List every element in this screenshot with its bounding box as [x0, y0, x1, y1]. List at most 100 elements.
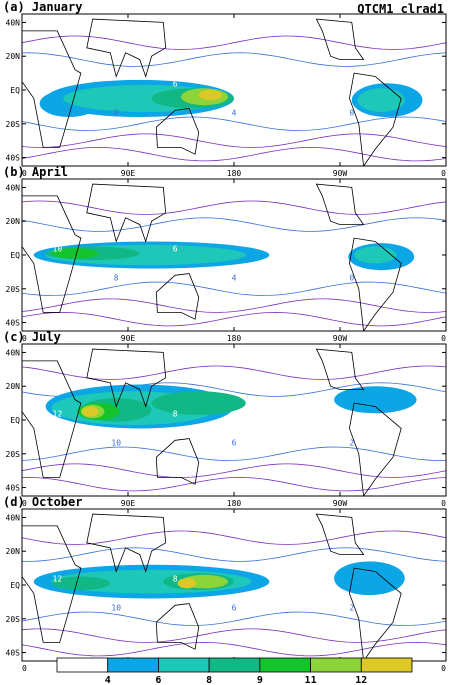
- y-tick-label: 20S: [6, 285, 21, 294]
- contour-label: 4: [232, 273, 237, 282]
- contour-label: 0: [349, 273, 354, 282]
- contour-label: 12: [53, 575, 63, 584]
- y-tick-label: 20S: [6, 450, 21, 459]
- y-tick-label: 40S: [6, 154, 21, 163]
- colorbar-swatch: [208, 657, 261, 673]
- y-tick-label: 40N: [6, 183, 21, 192]
- contour-label: 2: [349, 438, 354, 447]
- y-tick-label: 40S: [6, 649, 21, 658]
- contour-line: [22, 311, 446, 327]
- x-tick-label: 90W: [333, 334, 348, 343]
- colorbar-swatch: [259, 657, 311, 673]
- land-outline: [348, 402, 402, 496]
- land-outline: [22, 525, 82, 643]
- x-tick-label: 0: [441, 499, 446, 508]
- contour-line: [22, 628, 446, 643]
- x-tick-label: 90W: [333, 169, 348, 178]
- land-outline: [348, 72, 402, 166]
- precip-region: [354, 246, 397, 264]
- precip-region: [151, 391, 246, 415]
- x-tick-label: 0: [441, 169, 446, 178]
- precip-region: [334, 561, 405, 596]
- precip-region: [177, 578, 197, 589]
- y-tick-label: EQ: [10, 581, 20, 590]
- contour-label: 12: [53, 410, 63, 419]
- precip-region: [357, 88, 405, 112]
- x-tick-label: 180: [227, 499, 242, 508]
- contour-label: 8: [114, 273, 119, 282]
- land-outline: [315, 513, 365, 555]
- land-outline: [315, 18, 365, 60]
- colorbar-label: 11: [305, 675, 317, 685]
- x-tick-label: 0: [22, 169, 27, 178]
- contour-line: [22, 547, 446, 562]
- panel-title: (d) October: [3, 495, 82, 509]
- map-area: [22, 18, 446, 166]
- contour-label: 10: [111, 438, 121, 447]
- y-tick-label: 40S: [6, 484, 21, 493]
- contour-line: [22, 146, 446, 162]
- contour-line: [22, 298, 446, 313]
- land-outline: [86, 513, 167, 573]
- land-outline: [22, 195, 82, 313]
- contour-label: 6: [173, 245, 178, 254]
- x-tick-label: 90E: [121, 334, 136, 343]
- contour-label: 2: [290, 80, 295, 89]
- contour-label: 8: [173, 575, 178, 584]
- contour-label: 10: [111, 603, 121, 612]
- precip-region: [82, 406, 99, 417]
- colorbar: 4 6 8 9 11 12: [56, 657, 413, 685]
- land-outline: [155, 273, 200, 320]
- y-tick-label: 40N: [6, 513, 21, 522]
- land-outline: [86, 348, 167, 408]
- land-outline: [155, 108, 200, 155]
- panel-title: (c) July: [3, 330, 61, 344]
- x-tick-label: 180: [227, 334, 242, 343]
- contour-label: 8: [173, 410, 178, 419]
- y-tick-label: 40N: [6, 18, 21, 27]
- contour-line: [22, 52, 446, 67]
- panel-title: (a) January: [3, 0, 82, 14]
- colorbar-label: 6: [155, 675, 161, 685]
- colorbar-swatch: [310, 657, 362, 673]
- x-tick-label: 90W: [333, 499, 348, 508]
- y-tick-label: EQ: [10, 416, 20, 425]
- map-area: [22, 183, 446, 331]
- y-tick-label: 20N: [6, 217, 21, 226]
- x-tick-label: 0: [22, 664, 27, 673]
- x-tick-label: 0: [441, 334, 446, 343]
- y-tick-label: 40N: [6, 348, 21, 357]
- x-tick-label: 0: [22, 499, 27, 508]
- colorbar-label: 9: [257, 675, 263, 685]
- land-outline: [155, 438, 200, 485]
- x-tick-label: 90E: [121, 169, 136, 178]
- contour-line: [22, 463, 446, 478]
- y-tick-label: 20N: [6, 547, 21, 556]
- contour-label: 8: [114, 108, 119, 117]
- x-tick-label: 0: [441, 664, 446, 673]
- colorbar-label: 8: [206, 675, 212, 685]
- colorbar-swatch: [360, 657, 413, 673]
- contour-line: [22, 35, 446, 50]
- contour-label: 2: [349, 603, 354, 612]
- colorbar-swatch: [56, 657, 109, 673]
- contour-label: 4: [232, 108, 237, 117]
- contour-line: [22, 133, 446, 148]
- map-area: [22, 348, 446, 496]
- contour-label: 6: [232, 438, 237, 447]
- map-panel: (d) October12108642040N20NEQ20S40S090E18…: [3, 495, 447, 673]
- panel-title: (b) April: [3, 165, 68, 179]
- land-outline: [348, 567, 402, 661]
- contour-line: [22, 611, 446, 626]
- contour-label: 10: [53, 245, 63, 254]
- contour-label: 0: [408, 575, 413, 584]
- contour-label: 4: [290, 410, 295, 419]
- contour-label: 2: [290, 245, 295, 254]
- contour-line: [22, 641, 446, 657]
- land-outline: [155, 603, 200, 650]
- land-outline: [22, 30, 82, 148]
- y-tick-label: 20N: [6, 382, 21, 391]
